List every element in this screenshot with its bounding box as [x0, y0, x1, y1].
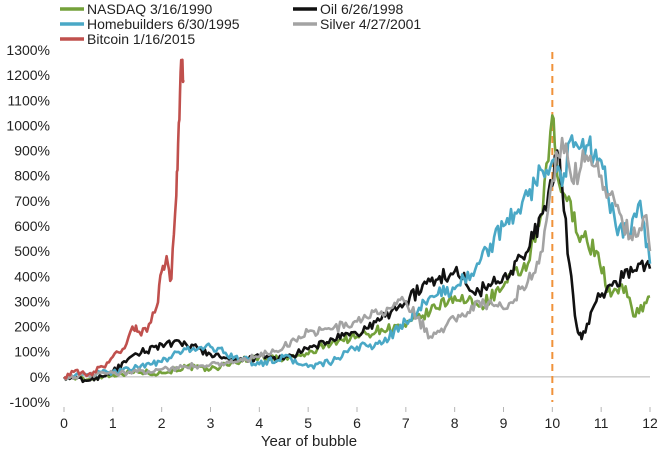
- x-tick-label: 6: [353, 415, 361, 431]
- x-tick-label: 2: [158, 415, 166, 431]
- y-tick-label: 1300%: [6, 42, 50, 58]
- y-tick-label: 100%: [14, 344, 50, 360]
- y-tick-label: 1000%: [6, 117, 50, 133]
- x-tick-label: 8: [451, 415, 459, 431]
- series-line: [62, 136, 652, 381]
- legend-label: Bitcoin 1/16/2015: [87, 31, 195, 47]
- y-tick-label: 900%: [14, 143, 50, 159]
- series-line: [63, 58, 185, 380]
- legend-label: NASDAQ 3/16/1990: [87, 1, 213, 17]
- y-tick-label: 800%: [14, 168, 50, 184]
- series-layer: [62, 58, 652, 384]
- x-tick-label: 7: [402, 415, 410, 431]
- y-tick-label: 400%: [14, 268, 50, 284]
- y-tick-label: 0%: [30, 369, 50, 385]
- x-tick-label: 1: [109, 415, 117, 431]
- x-axis: 0 1 2 3 4 5 6 7 8 9 10 11 12: [60, 376, 658, 431]
- y-tick-label: 200%: [14, 319, 50, 335]
- y-axis: -100% 0% 100% 200% 300% 400% 500% 600% 700% 800% 9…: [6, 42, 50, 410]
- x-tick-label: 9: [500, 415, 508, 431]
- x-tick-label: 0: [60, 415, 68, 431]
- x-tick-label: 5: [304, 415, 312, 431]
- x-tick-label: 10: [545, 415, 561, 431]
- x-axis-label: Year of bubble: [261, 433, 357, 450]
- y-tick-label: 300%: [14, 293, 50, 309]
- series-line: [62, 134, 652, 381]
- legend: NASDAQ 3/16/1990 Oil 6/26/1998 Homebuilder…: [60, 1, 421, 47]
- x-tick-label: 3: [207, 415, 215, 431]
- y-tick-label: 1100%: [7, 92, 50, 108]
- y-tick-label: 1200%: [6, 67, 50, 83]
- legend-label: Silver 4/27/2001: [320, 16, 421, 32]
- y-tick-label: 500%: [14, 243, 50, 259]
- y-tick-label: 700%: [14, 193, 50, 209]
- x-tick-label: 4: [255, 415, 263, 431]
- y-tick-label: -100%: [10, 394, 50, 410]
- legend-label: Homebuilders 6/30/1995: [87, 16, 240, 32]
- x-tick-label: 11: [594, 415, 609, 431]
- y-tick-label: 600%: [14, 218, 50, 234]
- legend-label: Oil 6/26/1998: [320, 1, 403, 17]
- series-line: [62, 114, 651, 382]
- x-tick-label: 12: [642, 415, 658, 431]
